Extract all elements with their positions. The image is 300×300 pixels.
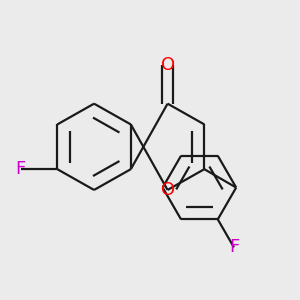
- Text: O: O: [160, 56, 175, 74]
- Text: F: F: [15, 160, 26, 178]
- Text: F: F: [229, 238, 239, 256]
- Text: O: O: [160, 181, 175, 199]
